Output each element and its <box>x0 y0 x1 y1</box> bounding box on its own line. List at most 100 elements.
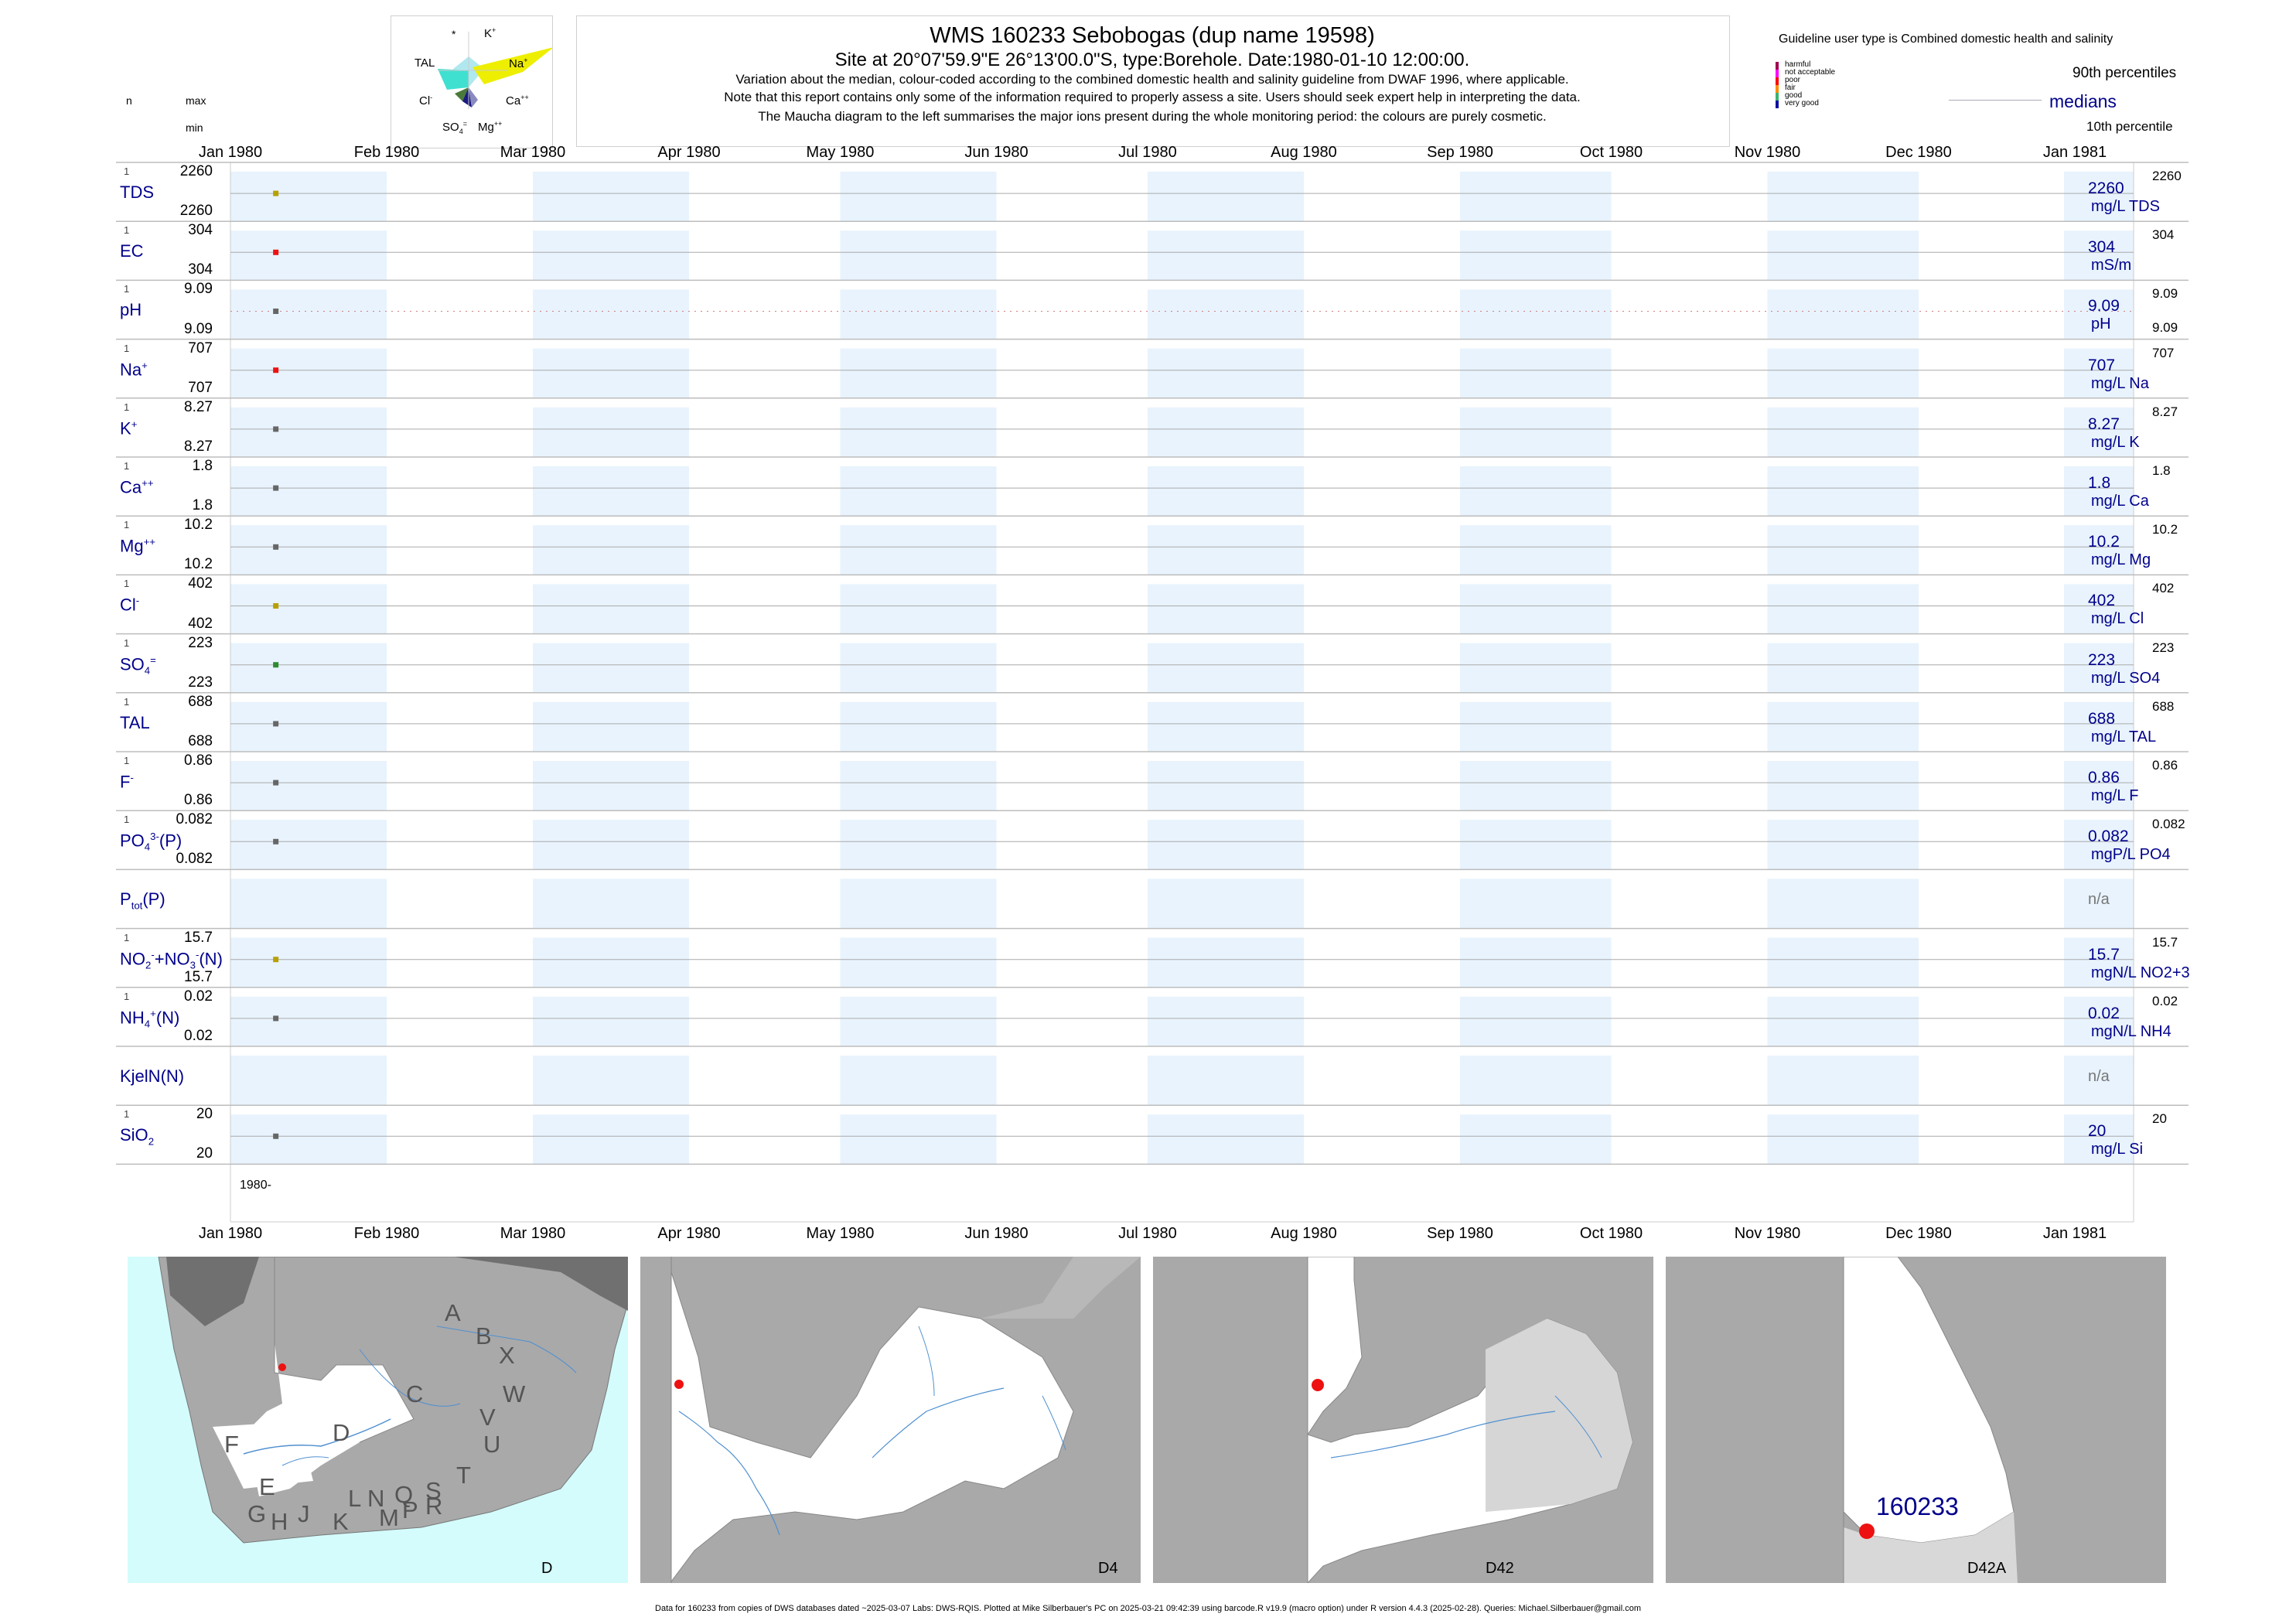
sample-point-EC <box>273 249 279 255</box>
month-band <box>230 879 387 929</box>
row-n-pH: 1 <box>124 283 130 295</box>
maucha-label-cl: Cl- <box>419 94 433 107</box>
x-tick-top: Aug 1980 <box>1271 144 1337 161</box>
row-n-K: 1 <box>124 401 130 413</box>
month-band <box>1147 289 1304 339</box>
month-band <box>532 761 689 811</box>
month-band <box>532 879 689 929</box>
row-max-Cl: 402 <box>188 575 213 592</box>
month-band <box>230 525 387 575</box>
month-band <box>1147 996 1304 1046</box>
month-band <box>1767 643 1919 693</box>
row-label-Ca: Ca++ <box>120 477 154 497</box>
month-band <box>230 761 387 811</box>
month-band <box>1767 407 1919 457</box>
maucha-tal-wedge <box>438 69 469 90</box>
row-p90-Cl: 402 <box>2152 581 2175 596</box>
x-tick-bottom: Mar 1980 <box>500 1225 566 1242</box>
row-min-Mg: 10.2 <box>184 556 213 573</box>
row-min-Si: 20 <box>196 1145 213 1162</box>
x-tick-top: May 1980 <box>806 144 875 161</box>
x-tick-top: Sep 1980 <box>1427 144 1493 161</box>
x-tick-bottom: Jan 1981 <box>2042 1225 2107 1242</box>
row-min-TAL: 688 <box>188 733 213 749</box>
region-letter: L <box>348 1485 362 1512</box>
region-letter: Q <box>394 1481 414 1508</box>
month-band <box>1147 172 1304 222</box>
month-band <box>1460 584 1612 634</box>
sample-point-Na <box>273 367 279 374</box>
region-letter: A <box>445 1299 461 1326</box>
month-band <box>840 289 997 339</box>
month-band <box>2064 348 2134 398</box>
row-p90-NO23: 15.7 <box>2152 934 2178 950</box>
guideline-class-label: good <box>1785 91 1803 100</box>
row-min-Na: 707 <box>188 379 213 396</box>
row-max-pH: 9.09 <box>184 281 213 298</box>
month-band <box>1147 820 1304 870</box>
sample-point-TDS <box>273 190 279 196</box>
month-band <box>840 701 997 752</box>
month-band <box>1147 1056 1304 1106</box>
region-letter: E <box>259 1473 275 1500</box>
month-band <box>2064 584 2134 634</box>
month-band <box>230 1114 387 1165</box>
month-band <box>1460 820 1612 870</box>
row-p90-TAL: 688 <box>2152 698 2175 714</box>
row-p90-F: 0.86 <box>2152 758 2178 773</box>
x-tick-top: Feb 1980 <box>353 144 420 161</box>
month-band <box>1767 701 1919 752</box>
month-band <box>1767 230 1919 281</box>
month-band <box>532 289 689 339</box>
row-max-Mg: 10.2 <box>184 517 213 534</box>
p10-label: 10th percentile <box>2086 119 2173 134</box>
row-max-NO23: 15.7 <box>184 929 213 946</box>
month-band <box>2064 407 2134 457</box>
row-value-pH: 9.09 <box>2088 297 2120 316</box>
row-n-PO4: 1 <box>124 814 130 826</box>
month-band <box>840 466 997 517</box>
row-p90-TDS: 2260 <box>2152 169 2182 183</box>
x-tick-top: Jun 1980 <box>964 144 1029 161</box>
month-band <box>840 348 997 398</box>
row-unit-NH4: mgN/L NH4 <box>2091 1022 2171 1040</box>
x-tick-top: Jan 1981 <box>2042 144 2107 161</box>
row-p90-NH4: 0.02 <box>2152 993 2178 1008</box>
month-band <box>1460 1056 1612 1106</box>
month-band <box>2064 466 2134 517</box>
row-n-Cl: 1 <box>124 578 130 590</box>
month-band <box>1147 584 1304 634</box>
month-band <box>532 172 689 222</box>
x-tick-bottom: Nov 1980 <box>1734 1225 1801 1242</box>
maucha-mg-wedge <box>469 87 478 107</box>
month-band <box>1767 1114 1919 1165</box>
month-band <box>1147 701 1304 752</box>
month-band <box>230 172 387 222</box>
row-min-F: 0.86 <box>184 792 213 809</box>
row-p90-Mg: 10.2 <box>2152 522 2178 537</box>
title-box <box>576 15 1730 147</box>
row-unit-pH: pH <box>2091 316 2111 333</box>
row-value-Na: 707 <box>2088 356 2116 374</box>
row-value-Ca: 1.8 <box>2088 474 2111 492</box>
map-d42a-label: D42A <box>1967 1560 2007 1577</box>
row-max-EC: 304 <box>188 222 213 239</box>
year-label: 1980- <box>240 1179 271 1192</box>
maucha-diagram <box>438 32 554 109</box>
month-band <box>840 230 997 281</box>
month-band <box>532 348 689 398</box>
row-unit-PO4: mgP/L PO4 <box>2091 846 2171 864</box>
month-band <box>840 879 997 929</box>
sample-point-SO4 <box>273 662 279 668</box>
row-value-EC: 304 <box>2088 238 2116 257</box>
x-tick-top: Jan 1980 <box>198 144 263 161</box>
sample-point-Mg <box>273 544 279 550</box>
row-max-PO4: 0.082 <box>176 811 213 828</box>
month-band <box>1767 289 1919 339</box>
report-note-2: Note that this report contains only some… <box>724 90 1581 104</box>
row-n-F: 1 <box>124 755 130 766</box>
maucha-diagram-box: * K+ TAL Na+ Cl- Ca++ SO4= Mg++ <box>391 15 554 148</box>
row-value-TAL: 688 <box>2088 709 2116 728</box>
row-max-Na: 707 <box>188 339 213 357</box>
region-letter: W <box>503 1380 526 1407</box>
